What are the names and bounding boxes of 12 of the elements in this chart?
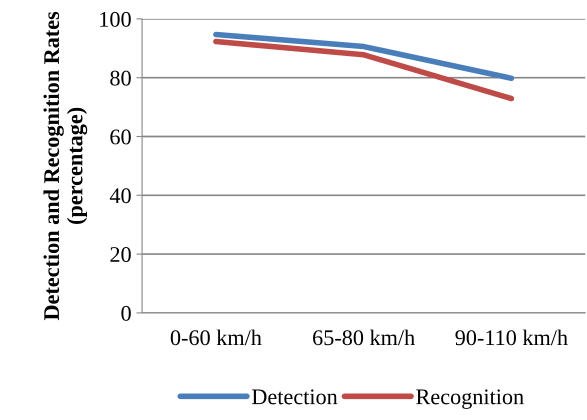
y-tick-label: 20	[110, 247, 131, 262]
legend-label: Detection	[252, 389, 338, 404]
y-tick-label: 80	[110, 70, 131, 86]
x-tick-label: 90-110 km/h	[455, 330, 568, 346]
y-tick-label: 60	[110, 129, 131, 144]
y-tick-label: 40	[110, 188, 131, 204]
y-tick-label: 0	[121, 306, 131, 321]
legend-label: Recognition	[416, 389, 524, 409]
x-tick-label: 65-80 km/h	[313, 330, 415, 346]
y-tick-label: 100	[100, 12, 131, 27]
x-tick-label: 0-60 km/h	[170, 330, 262, 346]
y-axis-title: Detection and Recognition Rates (percentage)	[43, 12, 88, 320]
